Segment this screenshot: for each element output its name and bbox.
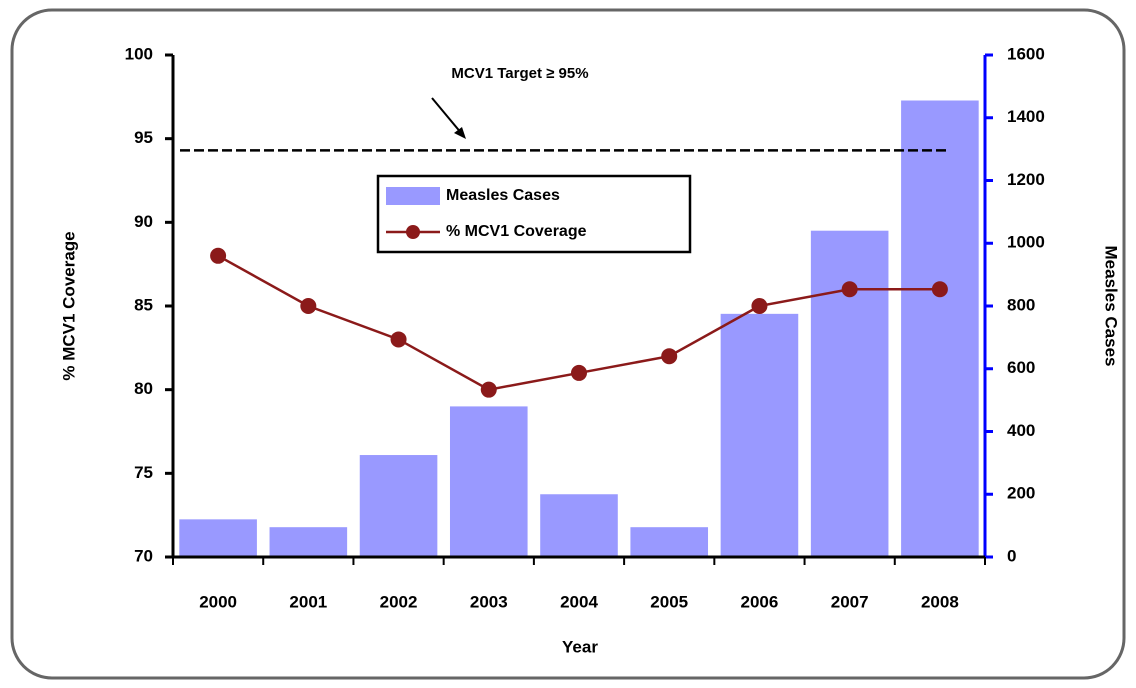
line-marker [841,281,858,298]
y-axis-title: % MCV1 Coverage [59,231,78,380]
y-tick-label: 100 [125,44,153,63]
bar [449,406,528,557]
x-tick-label: 2001 [289,592,327,611]
y2-tick-label: 0 [1007,546,1016,565]
bar [269,527,348,557]
bar [540,494,618,557]
target-arrowhead [454,127,466,139]
y2-axis-title: Measles Cases [1102,246,1121,367]
legend-box [376,174,692,254]
x-tick-label: 2005 [650,592,688,611]
line-marker [300,298,317,314]
line-marker [931,281,948,298]
y2-tick-label: 600 [1007,358,1035,377]
x-tick-label: 2000 [199,592,237,611]
line-marker [571,364,587,381]
x-tick-label: 2002 [380,592,418,611]
y-tick-label: 80 [134,379,153,398]
y2-tick-label: 800 [1007,295,1035,314]
bar [901,100,979,558]
line-marker [210,247,227,264]
y2-tick-label: 1600 [1007,44,1045,63]
x-tick-label: 2003 [470,592,508,611]
legend-label: % MCV1 Coverage [446,223,587,240]
y2-tick-label: 1400 [1007,107,1045,126]
y-tick-label: 90 [134,212,153,231]
y2-tick-label: 1200 [1007,170,1045,189]
y2-tick-label: 200 [1007,484,1035,503]
legend-swatch [386,187,440,205]
line-marker [661,348,678,365]
target-arrow [431,97,463,135]
bar [720,313,799,557]
y-tick-label: 70 [134,546,153,565]
y-tick-label: 85 [134,295,153,314]
line-marker [480,381,497,398]
x-axis-title: Year [562,637,598,656]
bar [179,519,257,557]
y2-tick-label: 400 [1007,421,1035,440]
y-tick-label: 95 [134,128,153,147]
x-tick-label: 2004 [560,592,598,611]
x-tick-label: 2006 [741,592,779,611]
x-tick-label: 2008 [921,592,959,611]
x-tick-label: 2007 [831,592,869,611]
bar [359,455,438,557]
target-label: MCV1 Target ≥ 95% [451,65,588,82]
y2-tick-label: 1000 [1007,233,1045,252]
y-tick-label: 75 [134,463,153,482]
bar [630,527,709,557]
bar [810,230,889,557]
line-marker [751,298,768,314]
line-marker [390,331,407,348]
legend-label: Measles Cases [446,187,560,204]
legend-swatch-marker [406,225,420,239]
